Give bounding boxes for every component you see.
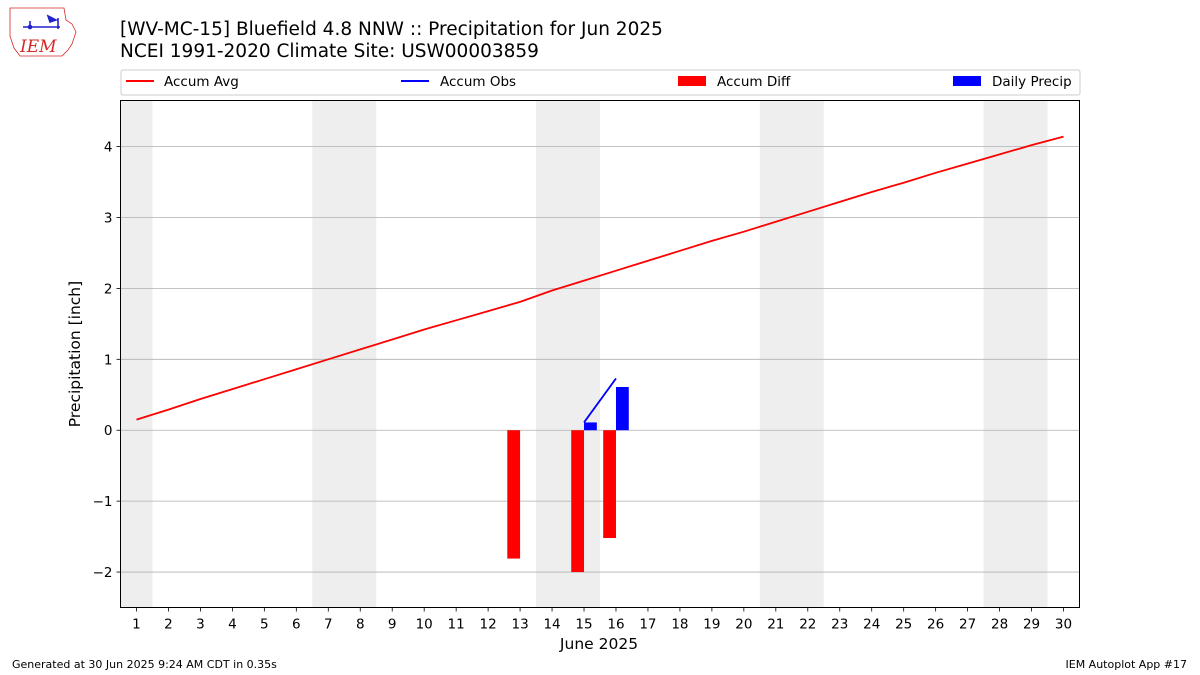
xtick-label-13: 14 <box>543 617 560 633</box>
xtick-label-22: 23 <box>831 617 848 633</box>
logo-text: IEM <box>19 37 57 57</box>
ytick-label-5: 3 <box>104 211 113 227</box>
ytick-label-1: −1 <box>93 494 113 510</box>
legend-swatch-daily-precip <box>953 76 981 86</box>
legend-label-accum-avg: Accum Avg <box>164 74 239 90</box>
xtick-label-17: 18 <box>671 617 688 633</box>
accum-diff-bar-2 <box>603 430 616 539</box>
ytick-label-0: −2 <box>93 565 113 581</box>
daily-precip-bar-0 <box>584 422 597 431</box>
weekend-band-2 <box>536 100 600 608</box>
xtick-label-4: 5 <box>260 617 269 633</box>
xtick-label-16: 17 <box>639 617 656 633</box>
legend-label-accum-obs: Accum Obs <box>440 74 516 90</box>
xtick-label-24: 25 <box>895 617 912 633</box>
xtick-label-11: 12 <box>480 617 497 633</box>
xtick-label-0: 1 <box>132 617 141 633</box>
xtick-label-15: 16 <box>607 617 624 633</box>
xtick-label-20: 21 <box>767 617 784 633</box>
xtick-label-29: 30 <box>1055 617 1072 633</box>
x-axis-label: June 2025 <box>559 635 638 653</box>
ytick-label-4: 2 <box>104 281 113 297</box>
xtick-label-27: 28 <box>991 617 1008 633</box>
series-lines <box>136 135 1064 423</box>
footer-generated-text: Generated at 30 Jun 2025 9:24 AM CDT in … <box>12 658 277 671</box>
accum-diff-bar-0 <box>507 430 521 559</box>
gridlines <box>120 146 1080 573</box>
xtick-label-5: 6 <box>292 617 301 633</box>
ytick-label-6: 4 <box>104 140 113 156</box>
weekend-shading <box>120 100 1048 608</box>
bars <box>507 386 629 573</box>
xtick-label-28: 29 <box>1023 617 1040 633</box>
xtick-label-18: 19 <box>703 617 720 633</box>
xtick-label-2: 3 <box>196 617 205 633</box>
accum-obs-line <box>583 377 617 423</box>
legend: Accum Avg Accum Obs Accum Diff Daily Pre… <box>120 69 1081 96</box>
xtick-label-7: 8 <box>356 617 365 633</box>
x-axis-ticks: 1 2 3 4 5 6 7 8 9 10 11 12 13 14 15 16 17 18 19 20 21 22 23 24 2… <box>132 607 1072 633</box>
plot-frame <box>120 100 1080 608</box>
ytick-label-3: 1 <box>104 352 113 368</box>
xtick-label-9: 10 <box>416 617 433 633</box>
daily-precip-bar-1 <box>615 386 629 431</box>
iem-logo: IEM <box>9 7 77 57</box>
xtick-label-12: 13 <box>511 617 528 633</box>
legend-label-accum-diff: Accum Diff <box>717 74 791 90</box>
xtick-label-1: 2 <box>164 617 173 633</box>
legend-swatch-accum-diff <box>678 76 706 86</box>
y-axis-label: Precipitation [inch] <box>66 281 84 427</box>
footer-app-label: IEM Autoplot App #17 <box>1065 658 1188 671</box>
chart-title-line1: [WV-MC-15] Bluefield 4.8 NNW :: Precipit… <box>120 19 663 40</box>
chart-title-line2: NCEI 1991-2020 Climate Site: USW00003859 <box>120 41 539 62</box>
xtick-label-23: 24 <box>863 617 880 633</box>
xtick-label-3: 4 <box>228 617 237 633</box>
weekend-band-0 <box>120 100 153 608</box>
accum-avg-line <box>136 135 1064 421</box>
xtick-label-25: 26 <box>927 617 944 633</box>
xtick-label-6: 7 <box>324 617 333 633</box>
y-axis-ticks: −2 −1 0 1 2 3 4 <box>93 140 121 581</box>
ytick-label-2: 0 <box>104 423 113 439</box>
legend-label-daily-precip: Daily Precip <box>992 74 1072 90</box>
xtick-label-26: 27 <box>959 617 976 633</box>
xtick-label-19: 20 <box>735 617 752 633</box>
accum-diff-bar-1 <box>571 430 585 573</box>
xtick-label-8: 9 <box>388 617 397 633</box>
xtick-label-14: 15 <box>575 617 592 633</box>
xtick-label-21: 22 <box>799 617 816 633</box>
weekend-band-3 <box>759 100 824 608</box>
weekend-band-4 <box>983 100 1048 608</box>
xtick-label-10: 11 <box>448 617 465 633</box>
